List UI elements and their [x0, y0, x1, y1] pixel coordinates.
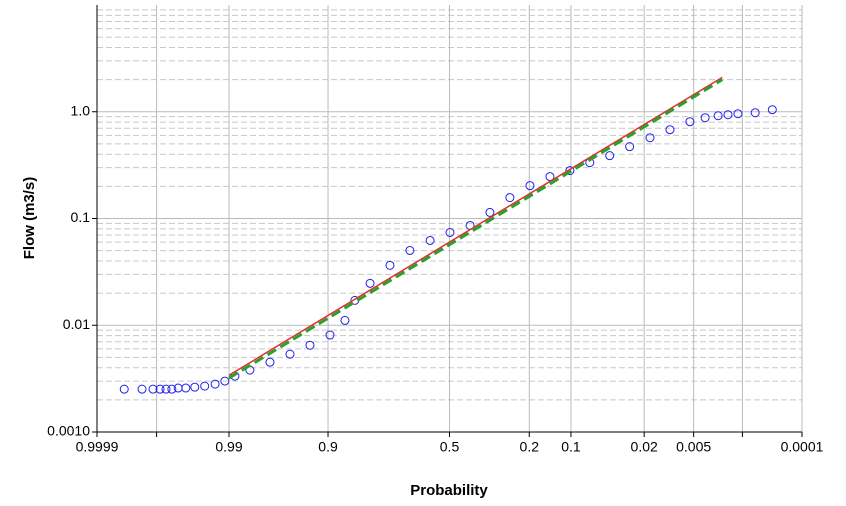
point	[200, 381, 210, 391]
y-axis-title: Flow (m3/s)	[21, 177, 38, 260]
point	[505, 193, 515, 203]
fit-line	[228, 78, 724, 380]
point	[605, 151, 615, 161]
point	[485, 207, 495, 217]
point	[220, 376, 230, 386]
point	[365, 278, 375, 288]
x-tick-label: 0.0001	[781, 439, 824, 455]
point	[665, 125, 675, 135]
fit-line	[228, 76, 723, 376]
x-tick-label: 0.2	[520, 439, 540, 455]
x-tick-label: 0.5	[440, 439, 460, 455]
point	[645, 133, 655, 143]
x-tick-label: 0.9	[318, 439, 338, 455]
x-axis-title: Probability	[410, 482, 488, 499]
point	[148, 384, 158, 394]
point	[767, 105, 777, 115]
x-tick-label: 0.99	[215, 439, 242, 455]
y-tick-label: 0.01	[63, 316, 90, 332]
point	[700, 113, 710, 123]
point	[445, 227, 455, 237]
point	[340, 315, 350, 325]
point	[723, 110, 733, 120]
y-tick-label: 0.0010	[47, 423, 90, 439]
y-tick-label: 0.1	[71, 209, 91, 225]
point	[305, 340, 315, 350]
point	[565, 166, 575, 176]
x-tick-label: 0.02	[631, 439, 658, 455]
point	[713, 111, 723, 121]
point	[210, 379, 220, 389]
point	[265, 357, 275, 367]
point	[525, 181, 535, 191]
point	[425, 235, 435, 245]
point	[155, 384, 165, 394]
x-tick-label: 0.1	[561, 439, 581, 455]
x-tick-label: 0.005	[676, 439, 711, 455]
point	[685, 117, 695, 127]
point	[625, 142, 635, 152]
x-tick-label: 0.9999	[76, 439, 119, 455]
point	[385, 260, 395, 270]
y-tick-label: 1.0	[71, 102, 91, 118]
point	[325, 330, 335, 340]
point	[190, 382, 200, 392]
point	[733, 109, 743, 119]
point	[181, 383, 191, 393]
point	[137, 384, 147, 394]
point	[161, 384, 171, 394]
point	[167, 384, 177, 394]
point	[285, 349, 295, 359]
point	[750, 108, 760, 118]
point	[119, 384, 129, 394]
point	[405, 245, 415, 255]
